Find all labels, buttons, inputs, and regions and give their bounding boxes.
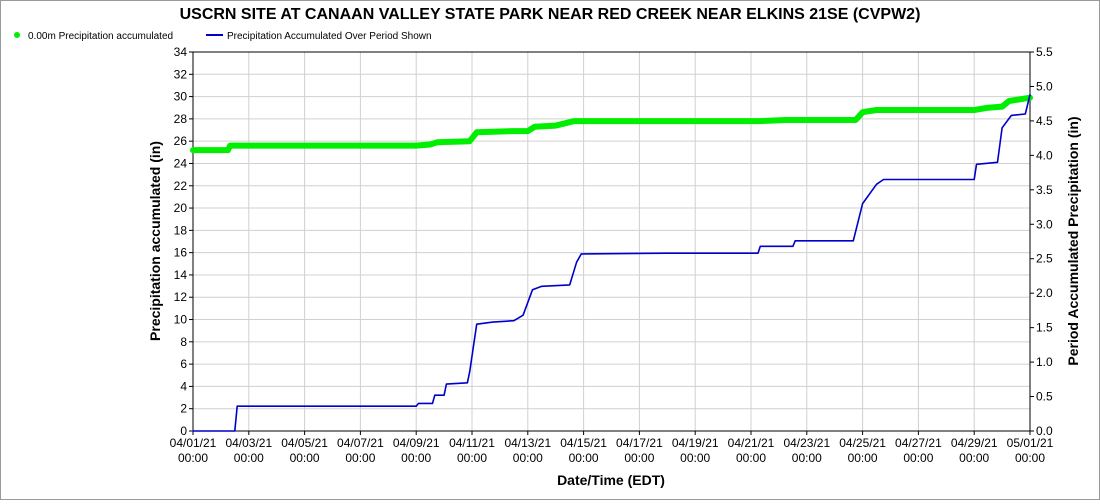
left-tick-label: 6: [180, 357, 187, 371]
right-axis-ticks: 0.0 0.5 1.0 1.5 2.0 2.5 3.0 3.5 4.0 4.5 5.0 5.5: [1030, 45, 1053, 438]
right-tick-label: 0.0: [1036, 424, 1053, 438]
left-tick-label: 20: [174, 201, 188, 215]
series-line-period: [192, 93, 1031, 432]
x-axis-label: Date/Time (EDT): [557, 472, 665, 488]
x-tick-date-label: 04/19/21: [672, 436, 719, 450]
right-tick-label: 3.5: [1036, 183, 1053, 197]
right-tick-label: 2.5: [1036, 252, 1053, 266]
left-tick-label: 2: [180, 402, 187, 416]
x-tick-date-label: 04/13/21: [504, 436, 551, 450]
left-axis-label: Precipitation accumulated (in): [147, 141, 163, 341]
x-tick-time-label: 00:00: [736, 451, 766, 465]
x-axis-ticks: 04/01/2100:0004/03/2100:0004/05/2100:000…: [170, 431, 1054, 465]
left-tick-label: 32: [174, 67, 188, 81]
x-tick-time-label: 00:00: [345, 451, 375, 465]
left-tick-label: 18: [174, 223, 188, 237]
x-tick-date-label: 04/07/21: [337, 436, 384, 450]
x-tick-time-label: 00:00: [1015, 451, 1045, 465]
x-tick-date-label: 04/15/21: [560, 436, 607, 450]
right-tick-label: 4.5: [1036, 114, 1053, 128]
left-tick-label: 14: [174, 268, 188, 282]
x-tick-time-label: 00:00: [680, 451, 710, 465]
legend: 0.00m Precipitation accumulated Precipit…: [14, 31, 432, 42]
x-tick-time-label: 00:00: [401, 451, 431, 465]
left-tick-label: 26: [174, 134, 188, 148]
x-tick-date-label: 04/01/21: [170, 436, 217, 450]
left-tick-label: 16: [174, 246, 188, 260]
x-tick-date-label: 04/09/21: [393, 436, 440, 450]
right-tick-label: 3.0: [1036, 217, 1053, 231]
x-tick-time-label: 00:00: [178, 451, 208, 465]
grid: [192, 51, 1031, 432]
left-tick-label: 10: [174, 313, 188, 327]
right-tick-label: 2.0: [1036, 286, 1053, 300]
left-tick-label: 4: [180, 379, 187, 393]
left-tick-label: 0: [180, 424, 187, 438]
series-layer: [190, 93, 1033, 432]
chart-title: USCRN SITE AT CANAAN VALLEY STATE PARK N…: [180, 6, 921, 23]
x-tick-time-label: 00:00: [457, 451, 487, 465]
x-tick-time-label: 00:00: [234, 451, 264, 465]
x-tick-date-label: 04/05/21: [281, 436, 328, 450]
x-tick-time-label: 00:00: [569, 451, 599, 465]
series-line-accumulated: [190, 94, 1033, 154]
right-tick-label: 1.5: [1036, 321, 1053, 335]
x-tick-time-label: 00:00: [290, 451, 320, 465]
legend-label-accumulated: 0.00m Precipitation accumulated: [28, 31, 173, 42]
x-tick-date-label: 04/29/21: [951, 436, 998, 450]
x-tick-date-label: 04/27/21: [895, 436, 942, 450]
x-tick-time-label: 00:00: [959, 451, 989, 465]
left-tick-label: 12: [174, 290, 188, 304]
x-tick-time-label: 00:00: [624, 451, 654, 465]
x-tick-date-label: 04/11/21: [449, 436, 495, 450]
legend-marker-accumulated: [14, 32, 20, 38]
left-tick-label: 8: [180, 335, 187, 349]
x-tick-date-label: 05/01/21: [1007, 436, 1054, 450]
x-tick-date-label: 04/23/21: [783, 436, 830, 450]
right-tick-label: 1.0: [1036, 355, 1053, 369]
x-tick-date-label: 04/21/21: [728, 436, 775, 450]
left-tick-label: 28: [174, 112, 188, 126]
x-tick-date-label: 04/25/21: [839, 436, 886, 450]
right-tick-label: 5.0: [1036, 79, 1053, 93]
right-tick-label: 5.5: [1036, 45, 1053, 59]
x-tick-date-label: 04/03/21: [225, 436, 272, 450]
x-tick-time-label: 00:00: [848, 451, 878, 465]
left-tick-label: 34: [174, 45, 188, 59]
legend-label-period: Precipitation Accumulated Over Period Sh…: [227, 31, 432, 42]
x-tick-time-label: 00:00: [513, 451, 543, 465]
left-tick-label: 30: [174, 90, 188, 104]
x-tick-date-label: 04/17/21: [616, 436, 663, 450]
plot-area-border: [192, 51, 1031, 432]
right-tick-label: 4.0: [1036, 148, 1053, 162]
left-tick-label: 22: [174, 179, 188, 193]
right-axis-label: Period Accumulated Precipitation (in): [1065, 116, 1081, 365]
left-tick-label: 24: [174, 156, 188, 170]
x-tick-time-label: 00:00: [903, 451, 933, 465]
x-tick-time-label: 00:00: [792, 451, 822, 465]
right-tick-label: 0.5: [1036, 390, 1053, 404]
